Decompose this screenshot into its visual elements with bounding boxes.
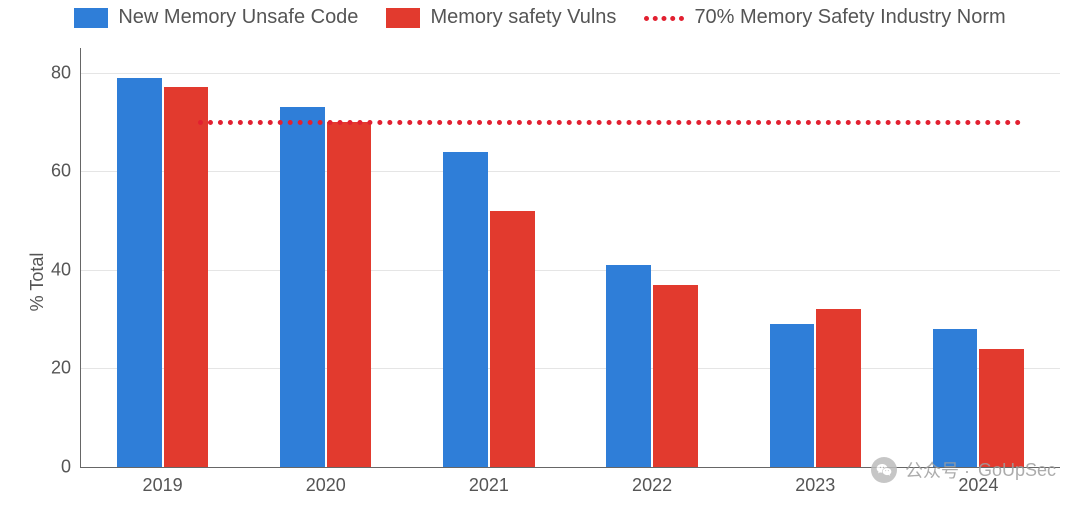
bar-unsafe_code-2023: [770, 324, 815, 467]
plot-area: 020406080201920202021202220232024: [80, 48, 1060, 468]
gridline: [81, 73, 1060, 74]
gridline: [81, 171, 1060, 172]
bar-unsafe_code-2019: [117, 78, 162, 467]
watermark: 公众号 · GoUpSec: [871, 457, 1056, 483]
bar-unsafe_code-2020: [280, 107, 325, 467]
x-tick-label: 2022: [632, 475, 672, 496]
legend-swatch-unsafe-code: [74, 8, 108, 28]
legend-item-norm: 70% Memory Safety Industry Norm: [644, 6, 1005, 29]
y-tick-label: 20: [51, 358, 71, 379]
y-tick-label: 80: [51, 62, 71, 83]
y-tick-label: 60: [51, 161, 71, 182]
y-tick-label: 0: [61, 457, 71, 478]
y-axis-label: % Total: [27, 253, 48, 312]
bar-unsafe_code-2024: [933, 329, 978, 467]
legend-label-unsafe-code: New Memory Unsafe Code: [118, 6, 358, 29]
bar-vulns-2023: [816, 309, 861, 467]
x-tick-label: 2019: [143, 475, 183, 496]
legend-item-unsafe-code: New Memory Unsafe Code: [74, 6, 358, 29]
x-tick-label: 2021: [469, 475, 509, 496]
legend-swatch-vulns: [386, 8, 420, 28]
legend-item-vulns: Memory safety Vulns: [386, 6, 616, 29]
y-tick-label: 40: [51, 259, 71, 280]
bar-unsafe_code-2021: [443, 152, 488, 467]
x-tick-label: 2023: [795, 475, 835, 496]
bar-vulns-2022: [653, 285, 698, 467]
bar-vulns-2024: [979, 349, 1024, 467]
legend: New Memory Unsafe Code Memory safety Vul…: [0, 6, 1080, 29]
bar-unsafe_code-2022: [606, 265, 651, 467]
legend-label-vulns: Memory safety Vulns: [430, 6, 616, 29]
x-tick-label: 2020: [306, 475, 346, 496]
bar-vulns-2020: [327, 122, 372, 467]
watermark-name: GoUpSec: [978, 460, 1056, 481]
bar-vulns-2021: [490, 211, 535, 467]
gridline: [81, 270, 1060, 271]
bar-vulns-2019: [164, 87, 209, 467]
industry-norm-line: [198, 120, 1020, 125]
legend-label-norm: 70% Memory Safety Industry Norm: [694, 6, 1005, 29]
wechat-icon: [871, 457, 897, 483]
legend-swatch-norm-line: [644, 16, 684, 20]
watermark-prefix: 公众号 ·: [905, 457, 970, 483]
memory-safety-chart: New Memory Unsafe Code Memory safety Vul…: [0, 0, 1080, 513]
gridline: [81, 368, 1060, 369]
